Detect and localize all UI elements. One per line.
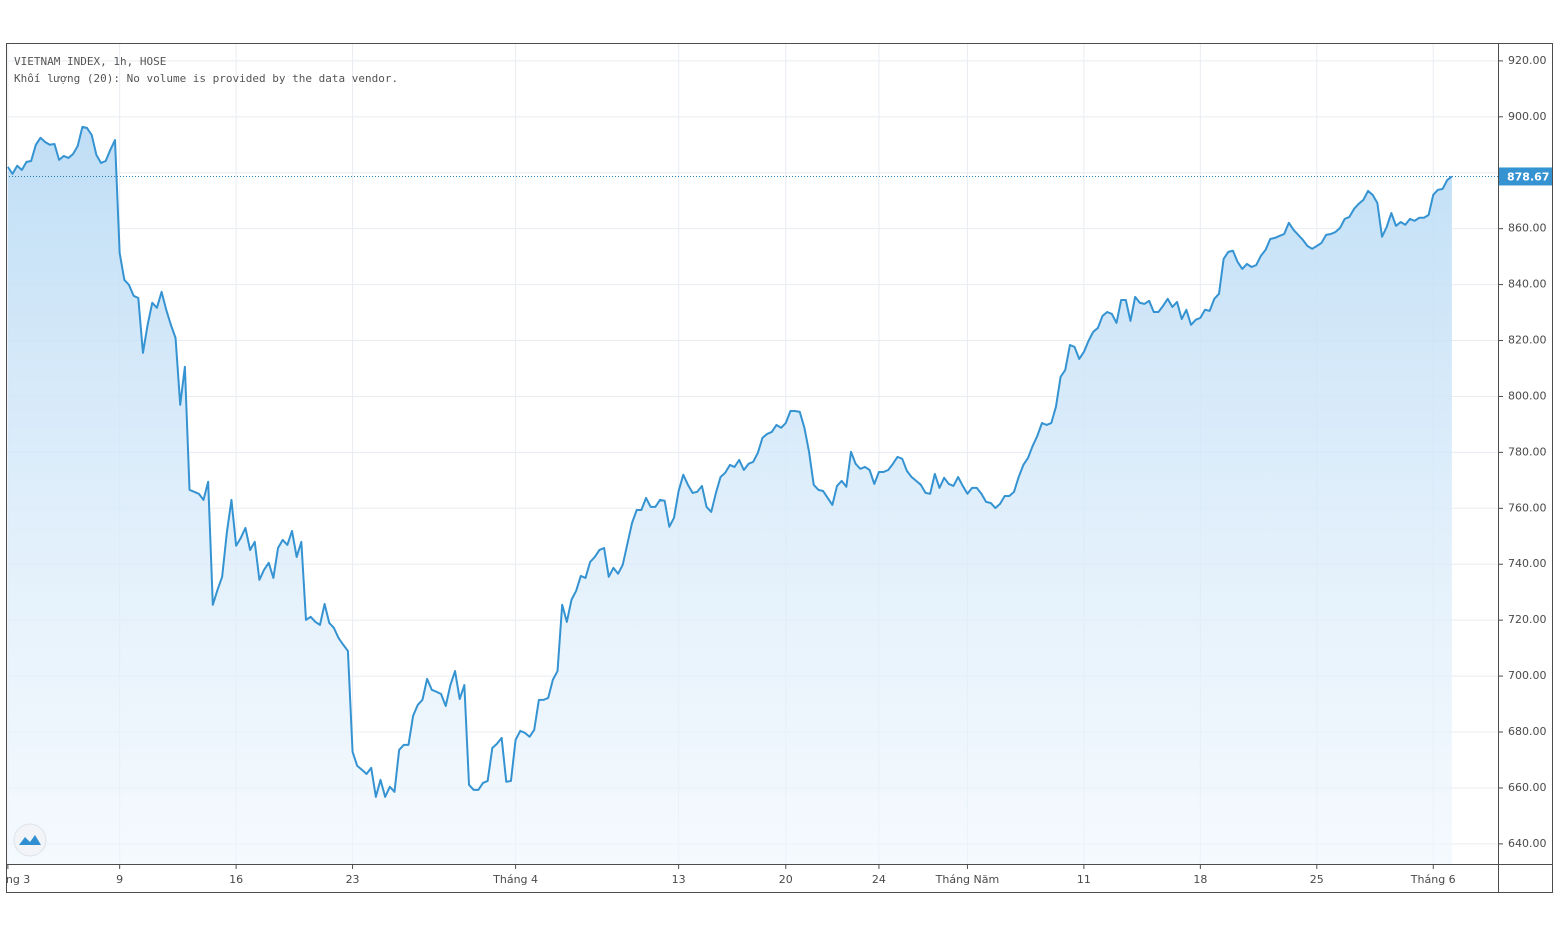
x-tick-label: Tháng 3 (0, 873, 30, 886)
y-tick-label: 700.00 (1508, 669, 1547, 682)
x-tick-label: 24 (872, 873, 886, 886)
x-tick-label: Tháng 4 (492, 873, 538, 886)
x-tick-label: 9 (116, 873, 123, 886)
axes: 640.00 660.00 680.00 700.00 720.00 740.00 760.… (0, 54, 1553, 886)
x-tick-label: 13 (672, 873, 686, 886)
y-tick-label: 660.00 (1508, 781, 1547, 794)
plot-area (6, 125, 1498, 864)
y-tick-label: 680.00 (1508, 725, 1547, 738)
x-tick-label: 25 (1310, 873, 1324, 886)
last-price-box (1498, 167, 1553, 186)
price-line (7, 125, 1453, 798)
x-tick-label: Tháng 6 (1410, 873, 1456, 886)
x-tick-label: 23 (346, 873, 360, 886)
y-tick-label: 860.00 (1508, 222, 1547, 235)
x-tick-label: 11 (1077, 873, 1091, 886)
frame (6, 43, 1553, 893)
area (7, 126, 1452, 864)
y-tick-label: 780.00 (1508, 445, 1547, 458)
x-axis-labels: Tháng 3 9 16 23 Tháng 4 13 20 24 Tháng Năm 11 18 25… (0, 864, 1456, 886)
x-tick-label: 18 (1193, 873, 1207, 886)
x-tick-label: Tháng Năm (935, 873, 1000, 886)
chart-title: VIETNAM INDEX, 1h, HOSE (14, 55, 166, 68)
y-tick-label: 820.00 (1508, 334, 1547, 347)
logo (13, 823, 47, 857)
chart-subtitle: Khối lượng (20): No volume is provided b… (14, 72, 398, 85)
y-tick-label: 760.00 (1508, 501, 1547, 514)
x-tick-label: 16 (229, 873, 243, 886)
y-tick-label: 640.00 (1508, 837, 1547, 850)
y-tick-label: 840.00 (1508, 278, 1547, 291)
x-tick-label: 20 (779, 873, 793, 886)
y-tick-label: 900.00 (1508, 110, 1547, 123)
y-tick-label: 740.00 (1508, 557, 1547, 570)
y-tick-label: 720.00 (1508, 613, 1547, 626)
y-tick-label: 800.00 (1508, 389, 1547, 402)
y-tick-label: 920.00 (1508, 54, 1547, 67)
last-price-label: 878.67 (1507, 170, 1549, 183)
